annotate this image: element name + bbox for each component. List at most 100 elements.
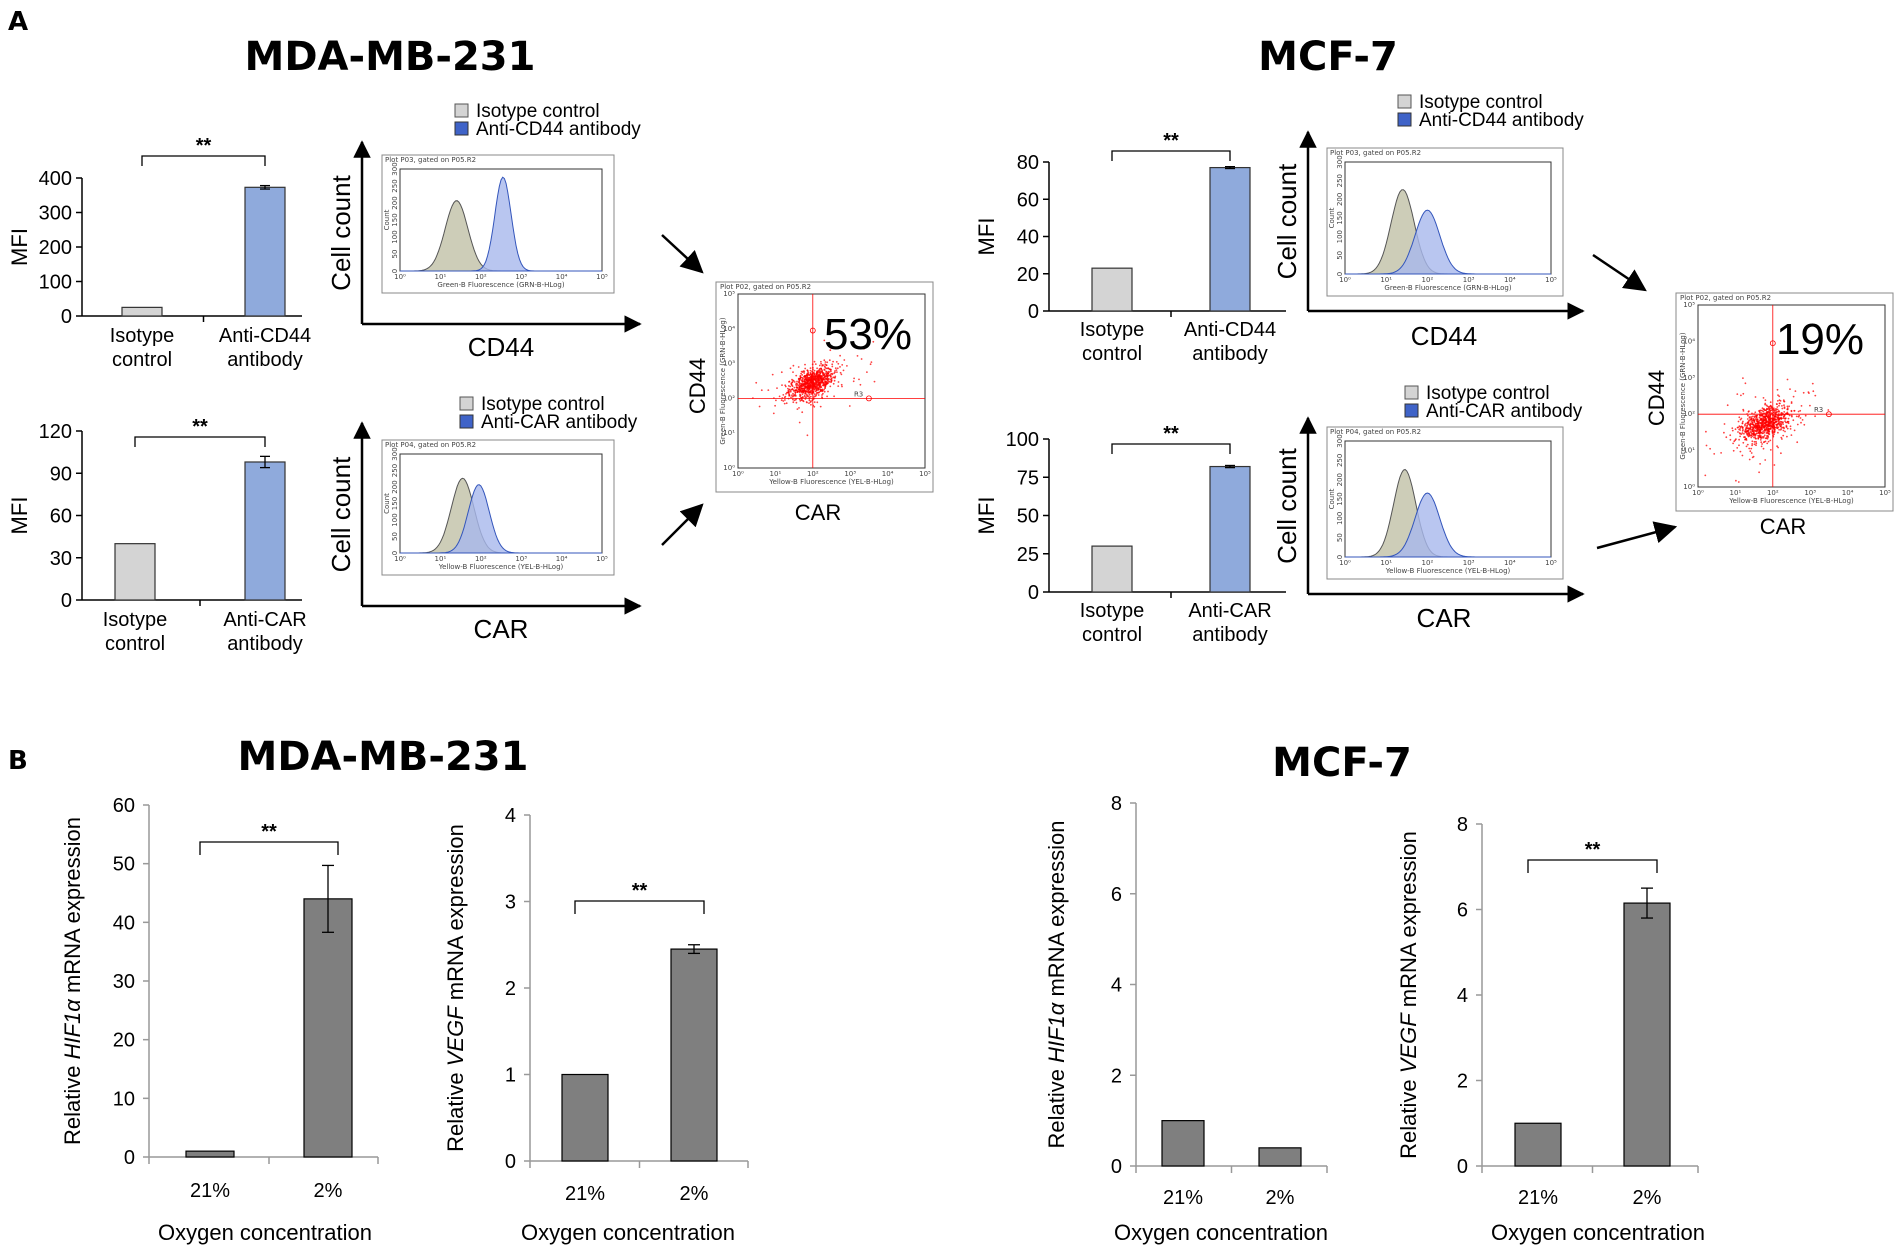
data-point: [1744, 424, 1746, 427]
data-point: [826, 381, 829, 384]
data-point: [804, 381, 807, 384]
data-point: [1769, 449, 1772, 451]
data-point: [826, 378, 829, 381]
category-label: 2%: [1633, 1187, 1662, 1209]
data-point: [1802, 391, 1805, 394]
panel-label-a: A: [8, 7, 28, 37]
data-point: [1797, 415, 1800, 418]
y-tick-label: 60: [1017, 189, 1039, 211]
data-point: [815, 382, 818, 385]
data-point: [825, 370, 828, 373]
data-point: [810, 377, 812, 380]
data-point: [835, 369, 838, 371]
data-point: [832, 382, 835, 385]
count-axis-title: Count: [1328, 207, 1336, 228]
data-point: [805, 390, 807, 393]
data-point: [814, 390, 817, 393]
data-point: [1764, 418, 1767, 421]
data-point: [859, 383, 862, 386]
data-point: [1754, 415, 1756, 418]
data-point: [1773, 421, 1776, 424]
decade-tick-label: 10¹: [1380, 276, 1392, 284]
data-point: [808, 399, 811, 402]
title-mcf-a: MCF-7: [1258, 34, 1398, 80]
data-point: [832, 376, 835, 379]
data-point: [815, 393, 818, 395]
data-point: [1740, 433, 1743, 435]
data-point: [1776, 406, 1779, 408]
y-axis-label-suffix: mRNA expression: [60, 817, 85, 999]
x-decade-tick: 10⁵: [919, 470, 931, 478]
decade-tick-label: 10³: [515, 273, 527, 281]
y-tick-label: 400: [39, 168, 72, 190]
data-point: [1764, 399, 1767, 402]
data-point: [1786, 427, 1789, 430]
data-point: [872, 340, 875, 343]
legend-swatch-antibody: [454, 121, 469, 136]
data-point: [822, 392, 824, 395]
legend-mcf-cd44: Isotype control Anti-CD44 antibody: [1397, 92, 1584, 131]
intensity-axis-title: Green-B Fluorescence (GRN-B-HLog): [437, 281, 564, 289]
data-point: [805, 401, 808, 403]
y-axis-label: Relative HIF1α mRNA expression: [1044, 820, 1069, 1148]
data-point: [826, 367, 829, 370]
plot-frame: [381, 439, 615, 576]
data-point: [1770, 407, 1772, 409]
x-axis-small-title: Yellow-B Fluorescence (YEL-B-HLog): [1728, 497, 1854, 505]
data-point: [1756, 432, 1758, 435]
data-point: [1796, 423, 1799, 426]
y-axis-label: MFI: [974, 497, 999, 535]
count-tick-label: 250: [1336, 454, 1344, 467]
count-tick-label: 300: [1336, 434, 1344, 447]
category-label-line2: antibody: [1192, 624, 1268, 646]
data-point: [1797, 410, 1800, 413]
data-point: [1746, 418, 1749, 420]
data-point: [1738, 432, 1741, 434]
data-point: [815, 373, 818, 376]
y-decade-tick: 10¹: [723, 429, 735, 437]
count-tick-label: 100: [1336, 230, 1344, 243]
data-point: [1764, 423, 1767, 425]
data-point: [1778, 404, 1780, 407]
data-point: [1746, 425, 1748, 427]
data-point: [1731, 429, 1734, 432]
data-point: [804, 378, 807, 380]
data-point: [806, 387, 809, 389]
y-axis-small-title: Green-B Fluorescence (GRN-B-HLog): [1679, 332, 1687, 459]
count-tick-label: 0: [391, 551, 399, 555]
data-point: [839, 354, 841, 357]
bar: [1091, 267, 1133, 312]
data-point: [1775, 411, 1778, 414]
car-axis-label: CAR: [1760, 514, 1806, 539]
data-point: [1736, 447, 1739, 449]
data-point: [1753, 432, 1755, 435]
data-point: [1729, 434, 1732, 437]
count-tick-label: 50: [391, 250, 399, 259]
y-axis-label-gene: VEGF: [1396, 1012, 1421, 1073]
data-point: [820, 362, 822, 365]
data-point: [1804, 414, 1807, 417]
data-point: [1754, 424, 1756, 427]
data-point: [1764, 415, 1767, 417]
data-point: [785, 402, 788, 405]
data-point: [813, 360, 816, 363]
data-point: [813, 393, 816, 395]
data-point: [1780, 426, 1783, 428]
y-tick-label: 60: [113, 795, 135, 817]
data-point: [789, 367, 792, 370]
data-point: [1769, 424, 1772, 426]
x-decade-tick: 10²: [807, 470, 819, 478]
data-point: [1763, 425, 1766, 427]
x-decade-tick: 10¹: [1730, 489, 1742, 497]
data-point: [840, 373, 843, 376]
y-tick-label: 8: [1111, 793, 1122, 815]
category-label-line2: antibody: [227, 633, 303, 655]
data-point: [801, 393, 804, 396]
data-point: [771, 373, 774, 376]
data-point: [1742, 426, 1744, 429]
data-point: [1749, 431, 1752, 433]
legend-mda-car: Isotype control Anti-CAR antibody: [459, 394, 638, 433]
data-point: [828, 371, 831, 373]
